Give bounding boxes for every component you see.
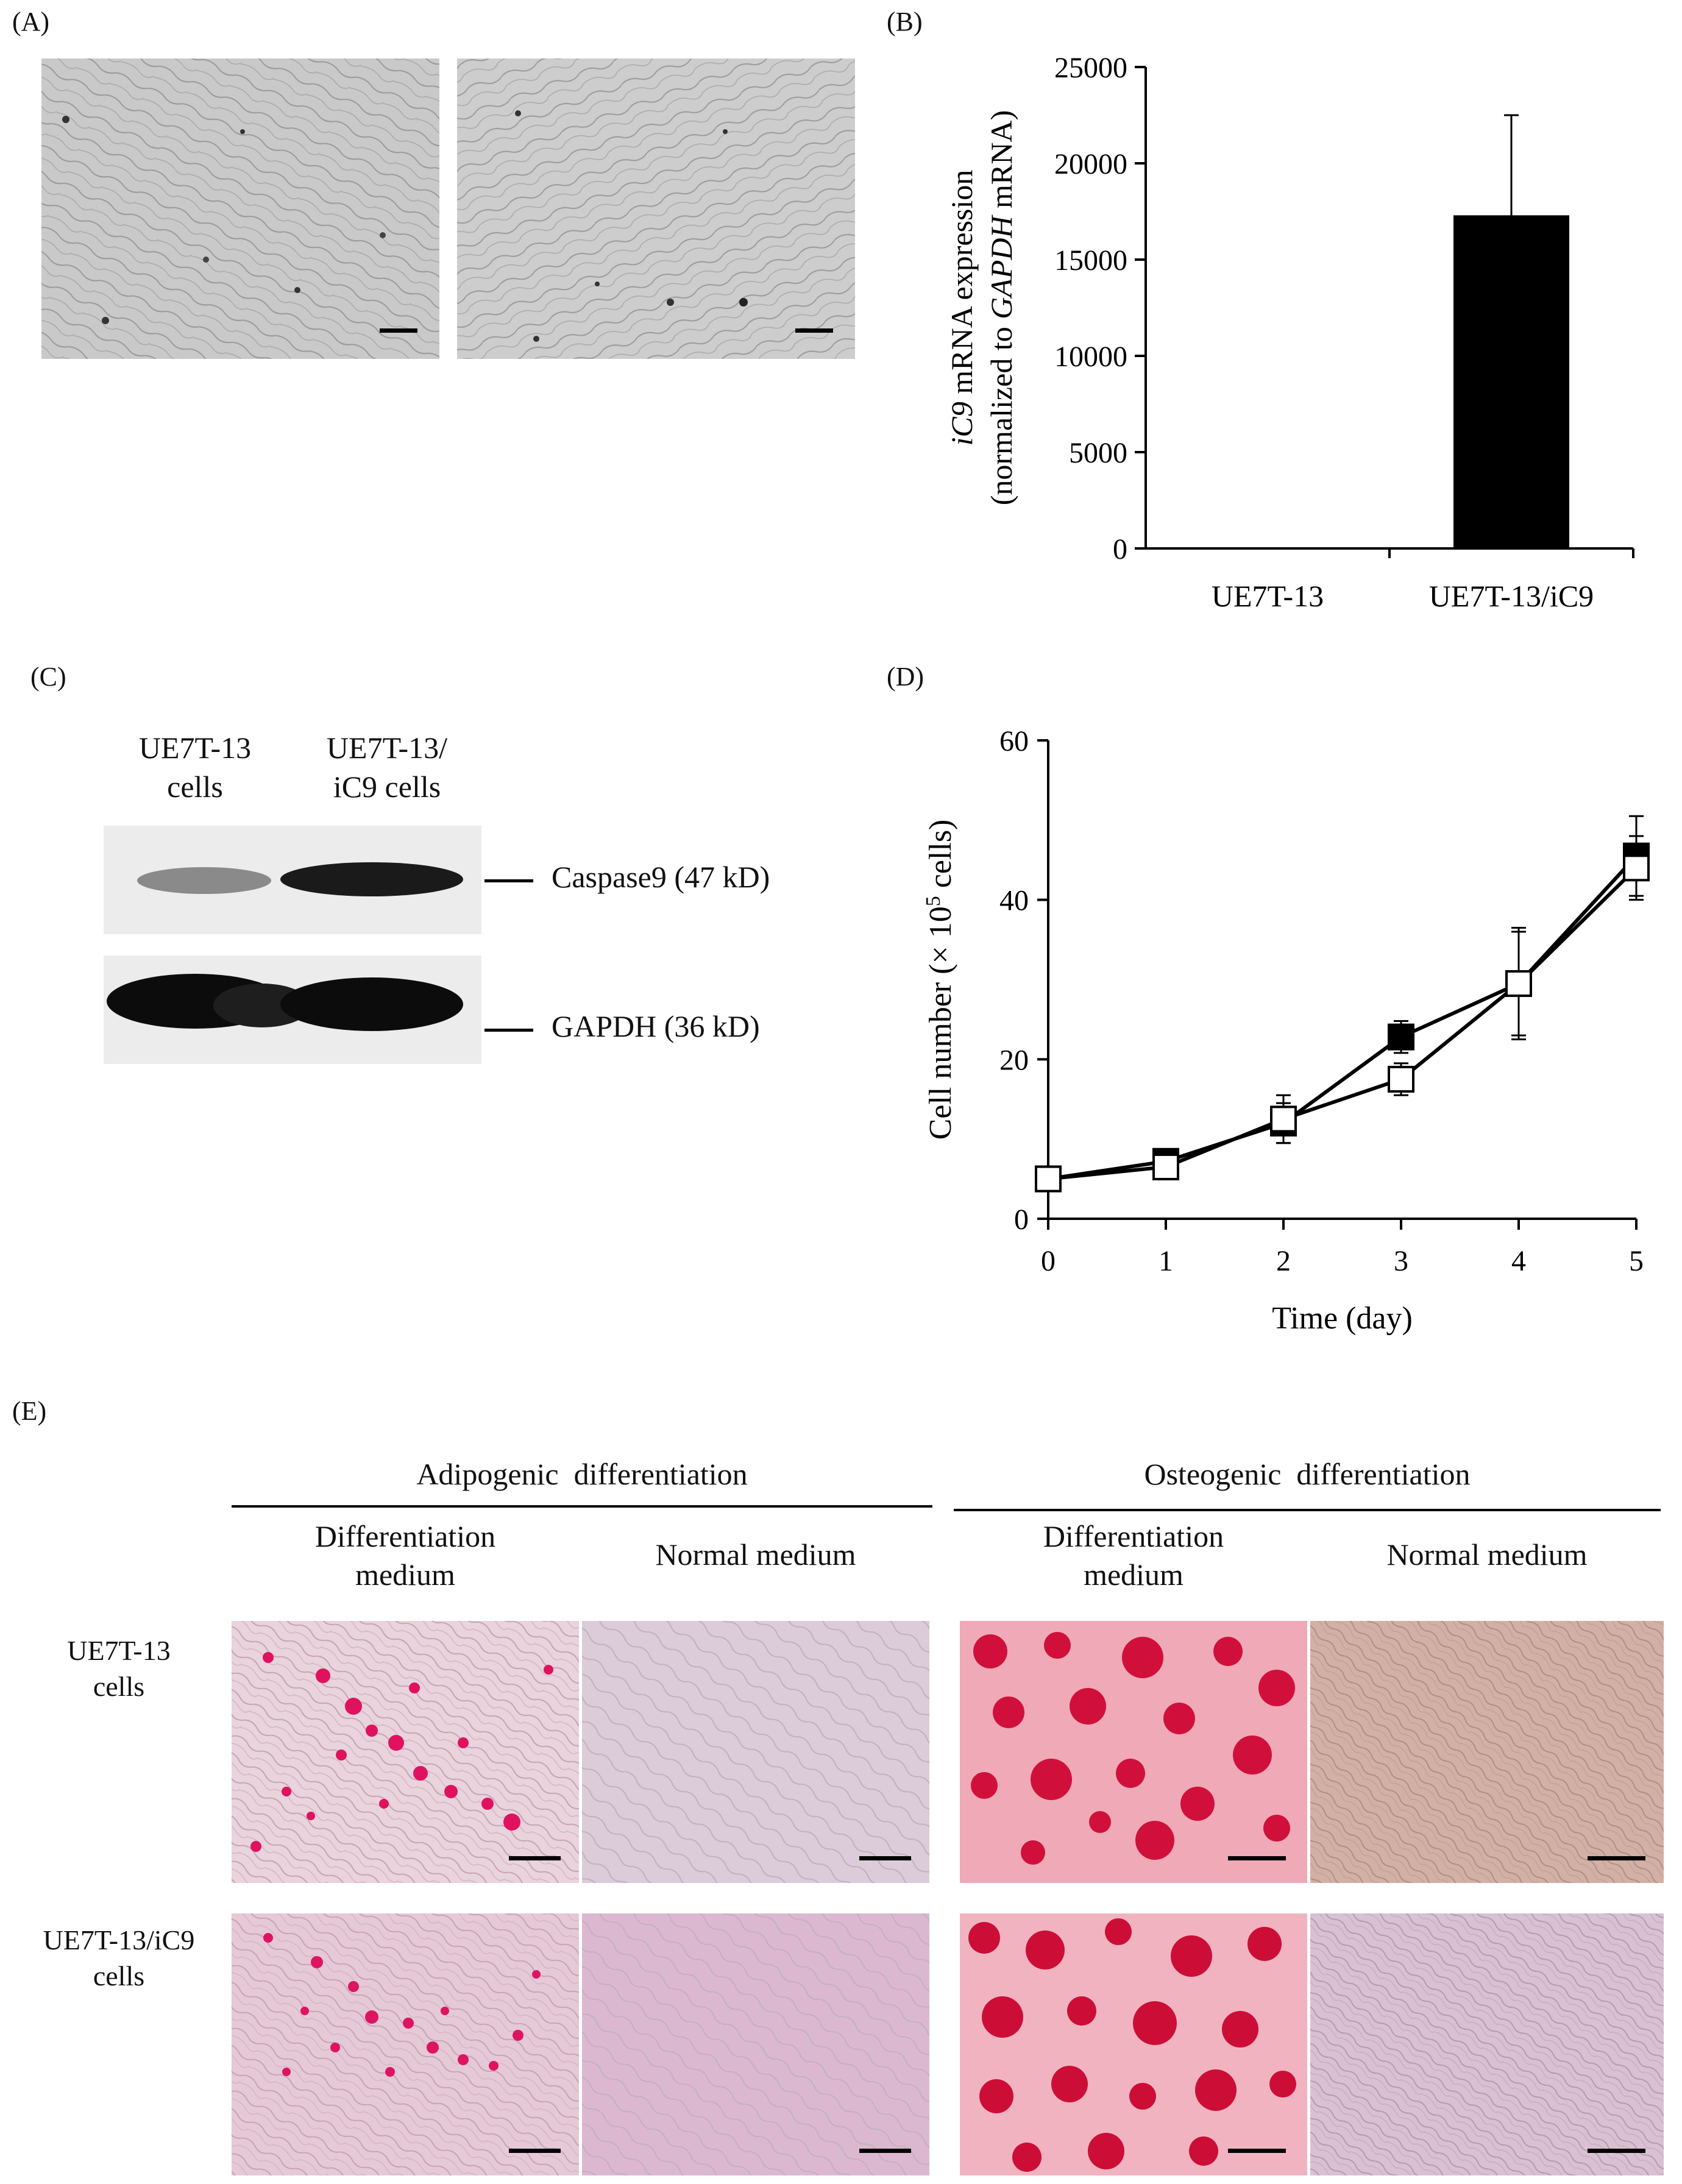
micrograph-e-osteo-normal-ic9 xyxy=(1310,1913,1664,2175)
scale-bar xyxy=(795,328,833,333)
caspase9-leader-line xyxy=(484,879,533,882)
scale-bar xyxy=(1228,2149,1286,2153)
micrograph-e-adipo-normal-ic9 xyxy=(582,1913,929,2175)
series-line xyxy=(1048,867,1638,1181)
col3-line2: medium xyxy=(1084,1557,1183,1592)
marker-open-square xyxy=(1505,970,1532,998)
panel-a-letter: (A) xyxy=(12,7,50,37)
marker-open-square xyxy=(1035,1165,1062,1193)
osteogenic-header: Osteogenic differentiation xyxy=(1144,1457,1471,1491)
x-tick-label: 2 xyxy=(1276,1245,1291,1277)
y-tick-label: 0 xyxy=(1113,533,1127,566)
col3-line1: Differentiation xyxy=(1043,1519,1224,1553)
y-tick-label: 10000 xyxy=(1054,341,1127,373)
blot-gapdh xyxy=(104,956,481,1064)
blot-lane1-label: UE7T-13 cells xyxy=(110,728,280,806)
cell-texture xyxy=(1310,1913,1664,2175)
line-chart-growth: 0 20 40 60 0 1 2 3 4 5 Time (day) Cell number (× 10… xyxy=(922,725,1650,1336)
scale-bar xyxy=(1588,1856,1645,1860)
y-tick-label: 25000 xyxy=(1054,52,1127,84)
cell-texture xyxy=(1310,1621,1664,1883)
panel-d-letter: (D) xyxy=(887,662,924,692)
bar xyxy=(1453,215,1569,548)
scale-bar xyxy=(859,2149,911,2153)
scale-bar xyxy=(509,2149,561,2153)
adipogenic-underline xyxy=(232,1505,932,1508)
y-tick-label: 60 xyxy=(999,725,1029,757)
y-tick-label: 20000 xyxy=(1054,148,1127,180)
row2-line1: UE7T-13/iC9 xyxy=(43,1924,195,1955)
y-axis-label-line1: iC9 mRNA expression xyxy=(945,170,979,446)
cell-texture xyxy=(582,1621,929,1883)
micrograph-e-osteo-diff-ic9 xyxy=(960,1913,1307,2175)
col1-line2: medium xyxy=(355,1557,455,1592)
micrograph-e-adipo-normal-ue7t13 xyxy=(582,1621,929,1883)
stain-texture xyxy=(968,1918,1296,2172)
marker-open-square xyxy=(1270,1105,1297,1133)
gapdh-band-label: GAPDH (36 kD) xyxy=(552,1009,760,1043)
y-tick-label: 5000 xyxy=(1069,437,1127,469)
y-tick-label: 15000 xyxy=(1054,244,1127,277)
x-tick-label: 3 xyxy=(1394,1245,1408,1277)
row1-label: UE7T-13 cells xyxy=(12,1633,225,1705)
lane2-line1: UE7T-13/ xyxy=(326,731,448,765)
marker-open-square xyxy=(1623,854,1650,882)
x-tick-label: 5 xyxy=(1629,1245,1644,1277)
bar-chart-mrna: 0 5000 10000 15000 20000 25000 UE7T-13 UE7T-13/… xyxy=(945,52,1634,613)
stain-texture xyxy=(232,1913,579,2175)
cell-texture xyxy=(582,1913,929,2175)
marker-open-square xyxy=(1388,1066,1414,1093)
scale-bar xyxy=(380,328,417,333)
lane1-line1: UE7T-13 xyxy=(138,731,252,765)
x-tick-label: 0 xyxy=(1041,1245,1056,1277)
col1-header: Differentiation medium xyxy=(232,1517,579,1594)
panel-e-letter: (E) xyxy=(12,1396,47,1426)
panel-b-letter: (B) xyxy=(887,7,923,37)
col2-header: Normal medium xyxy=(655,1537,856,1572)
blot-caspase9 xyxy=(104,826,481,934)
row1-line2: cells xyxy=(93,1670,145,1702)
x-axis-label: Time (day) xyxy=(1272,1301,1413,1336)
lane1-line2: cells xyxy=(167,770,223,804)
y-axis-label-line2: (normalized to GAPDH mRNA) xyxy=(984,110,1018,505)
x-category-label: UE7T-13/iC9 xyxy=(1429,579,1594,613)
scale-bar xyxy=(859,1856,911,1860)
lane2-line2: iC9 cells xyxy=(333,770,441,804)
y-axis-label: Cell number (× 105 cells) xyxy=(922,820,959,1140)
col3-header: Differentiation medium xyxy=(960,1517,1307,1594)
adipogenic-header: Adipogenic differentiation xyxy=(416,1457,748,1491)
x-category-label: UE7T-13 xyxy=(1212,579,1324,613)
micrograph-e-osteo-normal-ue7t13 xyxy=(1310,1621,1664,1883)
scale-bar xyxy=(1228,1856,1286,1860)
col1-line1: Differentiation xyxy=(314,1519,496,1553)
row1-line1: UE7T-13 xyxy=(67,1635,171,1666)
micrograph-a-right xyxy=(457,58,855,359)
micrograph-e-adipo-diff-ue7t13 xyxy=(232,1621,579,1883)
stain-texture xyxy=(971,1632,1295,1865)
blot-lane2-label: UE7T-13/ iC9 cells xyxy=(296,728,478,806)
caspase9-band-label: Caspase9 (47 kD) xyxy=(552,860,770,894)
scale-bar xyxy=(1588,2149,1645,2153)
stain-texture xyxy=(232,1621,579,1883)
x-tick-label: 1 xyxy=(1159,1245,1173,1277)
gapdh-leader-line xyxy=(484,1029,533,1032)
y-tick-label: 20 xyxy=(999,1044,1029,1076)
col4-header: Normal medium xyxy=(1386,1537,1588,1572)
y-tick-label: 0 xyxy=(1014,1204,1029,1236)
osteogenic-underline xyxy=(954,1509,1661,1511)
scale-bar xyxy=(509,1856,561,1860)
series-line xyxy=(1048,854,1638,1181)
panel-c-letter: (C) xyxy=(30,662,66,692)
micrograph-a-left xyxy=(41,58,439,359)
micrograph-e-osteo-diff-ue7t13 xyxy=(960,1621,1307,1883)
y-tick-label: 40 xyxy=(999,885,1029,917)
x-tick-label: 4 xyxy=(1511,1245,1526,1277)
cell-texture xyxy=(41,58,439,359)
micrograph-e-adipo-diff-ic9 xyxy=(232,1913,579,2175)
marker-filled-square xyxy=(1388,1023,1414,1051)
row2-label: UE7T-13/iC9 cells xyxy=(6,1923,232,1994)
cell-texture xyxy=(457,58,855,359)
row2-line2: cells xyxy=(93,1960,145,1991)
marker-open-square xyxy=(1152,1153,1179,1180)
